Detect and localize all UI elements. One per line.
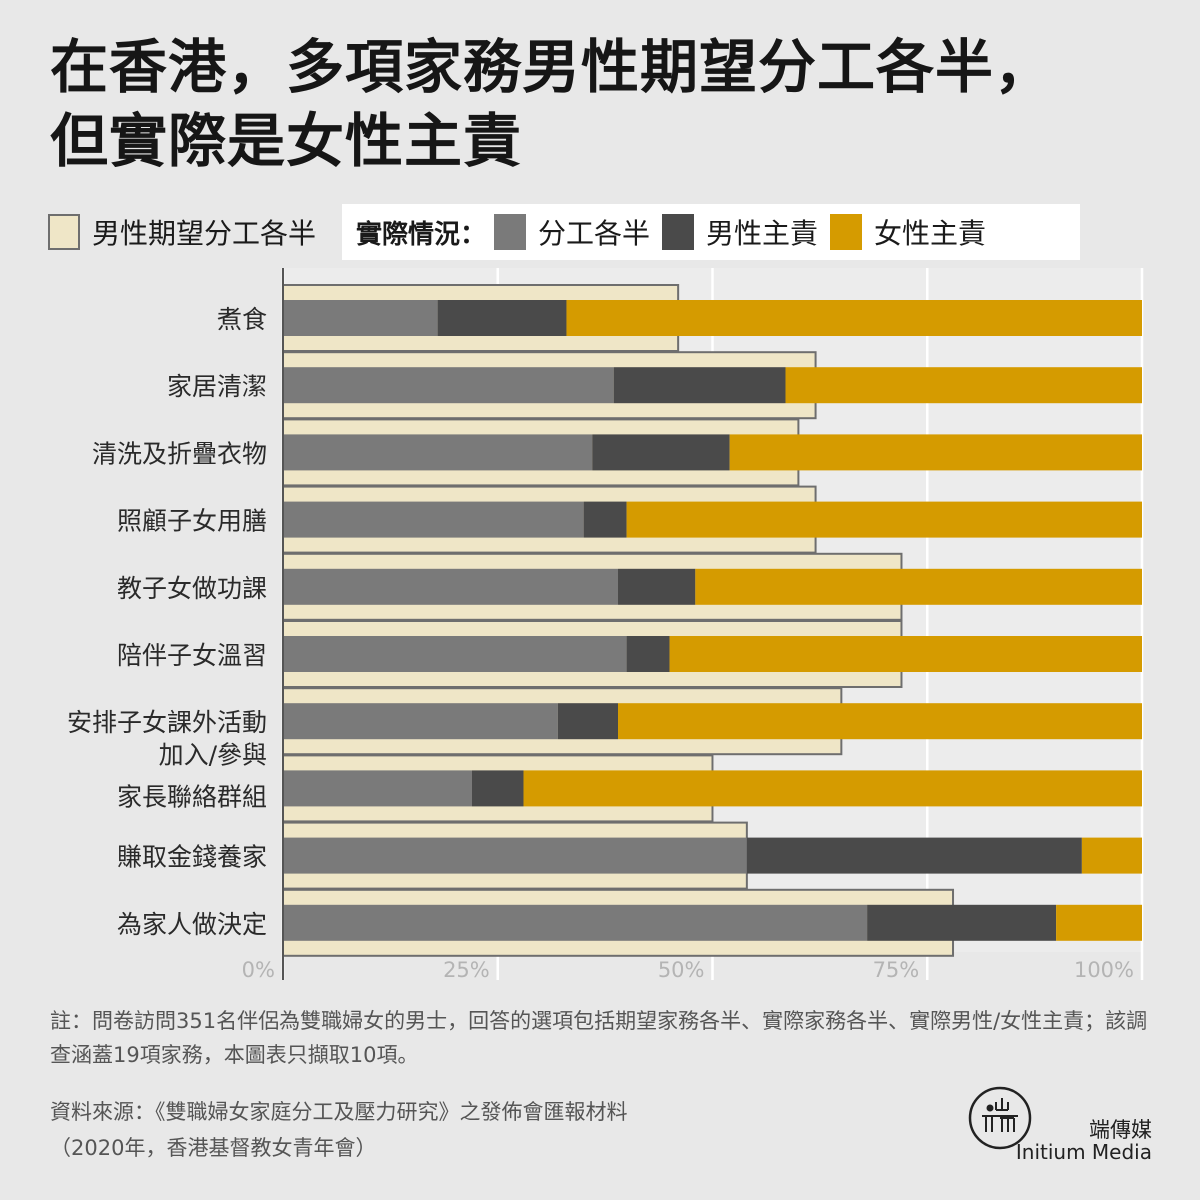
bar-female	[729, 434, 1142, 471]
x-tick-label: 100%	[1074, 958, 1134, 982]
bar-female	[566, 300, 1142, 336]
category-label: 賺取金錢養家	[117, 843, 267, 872]
bar-male	[592, 434, 730, 471]
category-label: 照顧子女用膳	[117, 507, 267, 536]
bar-half	[283, 300, 438, 336]
bar-half	[283, 837, 747, 874]
category-label: 加入/參與	[159, 740, 267, 769]
legend-expected: 男性期望分工各半	[48, 204, 328, 260]
x-tick-label: 50%	[658, 958, 705, 982]
bar-male	[626, 636, 670, 672]
category-label: 教子女做功課	[117, 574, 267, 603]
title-line-1: 在香港，多項家務男性期望分工各半，	[50, 33, 1054, 101]
legend-swatch-half	[494, 214, 527, 250]
brand-name-chinese: 端傳媒	[1089, 1118, 1152, 1142]
legend-label-half: 分工各半	[538, 217, 651, 250]
bar-female	[626, 501, 1142, 538]
bar-male	[618, 568, 696, 605]
bar-half	[283, 434, 593, 471]
source-line-1: 資料來源：《雙職婦女家庭分工及壓力研究》之發佈會匯報材料	[50, 1100, 628, 1124]
bar-half	[283, 703, 558, 740]
bar-male	[746, 837, 1082, 874]
bar-female	[695, 568, 1142, 605]
logo-glyph-icon	[982, 1098, 1018, 1132]
legend-swatch-female	[830, 214, 863, 250]
initium-logo	[968, 1086, 1032, 1150]
legend-label-male: 男性主責	[706, 217, 819, 250]
category-label: 家居清潔	[167, 372, 267, 401]
legend-expected-swatch	[48, 214, 80, 250]
bar-female	[1081, 837, 1142, 874]
bar-half	[283, 636, 627, 672]
x-tick-label: 0%	[242, 958, 275, 982]
bar-male	[867, 904, 1057, 941]
bar-half	[283, 904, 868, 941]
brand-name-english: Initium Media	[1015, 1140, 1152, 1164]
bar-male	[557, 703, 619, 740]
legend-actual-heading: 實際情況：	[356, 219, 487, 250]
logo-circle-icon	[968, 1086, 1032, 1150]
bar-half	[283, 367, 614, 404]
x-tick-label: 75%	[873, 958, 920, 982]
bar-female	[669, 636, 1142, 672]
page-title: 在香港，多項家務男性期望分工各半， 但實際是女性主責	[50, 30, 1170, 178]
category-label: 安排子女課外活動	[67, 708, 267, 737]
category-label: 陪伴子女溫習	[117, 641, 267, 670]
bar-half	[283, 770, 472, 807]
legend-label-female: 女性主責	[874, 217, 987, 250]
bar-chart: 煮食家居清潔清洗及折疊衣物照顧子女用膳教子女做功課陪伴子女溫習安排子女課外活動加…	[67, 268, 1144, 982]
bar-female	[523, 770, 1142, 807]
bar-male	[471, 770, 524, 807]
x-tick-label: 25%	[443, 958, 490, 982]
bar-half	[283, 501, 584, 538]
category-label: 家長聯絡群組	[117, 782, 267, 811]
category-label: 為家人做決定	[117, 910, 267, 939]
bar-female	[785, 367, 1142, 404]
source-note: 資料來源：《雙職婦女家庭分工及壓力研究》之發佈會匯報材料 （2020年，香港基督…	[50, 1094, 628, 1166]
title-line-2: 但實際是女性主責	[50, 107, 523, 175]
bar-male	[437, 300, 567, 336]
bar-male	[583, 501, 627, 538]
legend-swatch-male	[662, 214, 695, 250]
bar-male	[613, 367, 786, 404]
footnote: 註：問卷訪問351名伴侶為雙職婦女的男士，回答的選項包括期望家務各半、實際家務各…	[50, 1009, 1148, 1067]
source-line-2: （2020年，香港基督教女青年會）	[50, 1136, 377, 1160]
legend-actual: 實際情況： 分工各半 男性主責 女性主責	[342, 204, 1080, 260]
category-label: 煮食	[217, 305, 267, 334]
bar-half	[283, 568, 619, 605]
legend-expected-label: 男性期望分工各半	[92, 217, 317, 250]
logo-dot-icon	[986, 1104, 994, 1112]
category-label: 清洗及折疊衣物	[92, 439, 267, 468]
bar-female	[618, 703, 1142, 740]
bar-female	[1056, 904, 1142, 941]
